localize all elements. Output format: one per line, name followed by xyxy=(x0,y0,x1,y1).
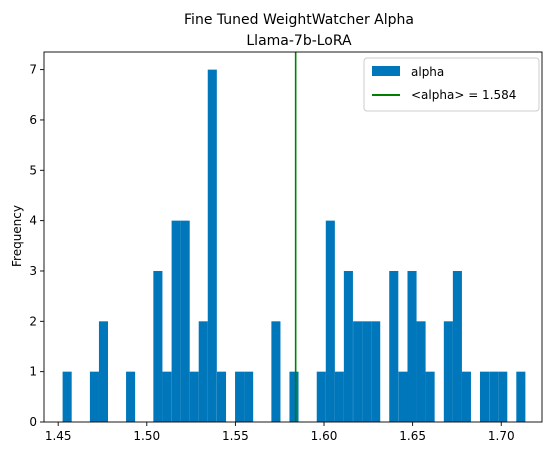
histogram-bar xyxy=(62,371,72,422)
y-tick-label: 0 xyxy=(29,415,37,429)
y-axis-label: Frequency xyxy=(10,205,24,267)
y-tick-label: 2 xyxy=(29,314,37,328)
histogram-bar xyxy=(516,371,526,422)
histogram-bar xyxy=(425,371,435,422)
histogram-bar xyxy=(479,371,490,422)
histogram-bar xyxy=(371,321,381,422)
chart-title: Fine Tuned WeightWatcher Alpha xyxy=(184,12,414,28)
histogram-bar xyxy=(198,321,208,422)
x-tick-label: 1.70 xyxy=(488,429,515,443)
x-tick-label: 1.45 xyxy=(45,429,72,443)
histogram-bar xyxy=(461,371,471,422)
histogram-bar xyxy=(443,321,453,422)
legend-box xyxy=(363,57,540,112)
histogram-bar xyxy=(389,270,399,422)
legend-alpha-swatch xyxy=(372,66,400,76)
histogram-bar xyxy=(452,270,462,422)
histogram-bar xyxy=(216,371,227,422)
y-tick-label: 6 xyxy=(29,113,37,127)
histogram-bar xyxy=(89,371,99,422)
chart-subtitle: Llama-7b-LoRA xyxy=(246,33,352,49)
legend-alpha-label: alpha xyxy=(411,65,444,79)
histogram-bar xyxy=(126,371,136,422)
legend: alpha <alpha> = 1.584 xyxy=(363,57,540,112)
histogram-bar xyxy=(398,371,408,422)
y-tick-label: 3 xyxy=(29,264,37,278)
histogram-bar xyxy=(353,321,363,422)
axes-layer: 1.45 1.50 1.55 1.60 1.65 1.70 0 1 2 3 4 5 6 7 xyxy=(29,51,543,443)
x-tick-label: 1.55 xyxy=(222,429,249,443)
histogram-bar xyxy=(171,220,181,422)
y-tick-label: 5 xyxy=(29,163,37,177)
histogram-bar xyxy=(362,321,372,422)
histogram-bar xyxy=(343,270,353,422)
histogram-bar xyxy=(180,220,190,422)
histogram-bar xyxy=(162,371,172,422)
x-tick-label: 1.50 xyxy=(133,429,160,443)
y-tick-label: 1 xyxy=(29,365,37,379)
x-tick-label: 1.65 xyxy=(399,429,426,443)
histogram-bar xyxy=(207,69,217,422)
bars-layer xyxy=(62,69,526,422)
histogram-bar xyxy=(235,371,245,422)
histogram-bar xyxy=(498,371,508,422)
histogram-bar xyxy=(407,270,417,422)
histogram-bar xyxy=(98,321,109,422)
x-tick-label: 1.60 xyxy=(311,429,338,443)
histogram-bar xyxy=(325,220,335,422)
legend-mean-label: <alpha> = 1.584 xyxy=(411,88,516,102)
histogram-bar xyxy=(244,371,254,422)
histogram-bar xyxy=(316,371,326,422)
histogram-bar xyxy=(489,371,499,422)
y-tick-label: 7 xyxy=(29,63,37,77)
y-tick-label: 4 xyxy=(29,214,37,228)
axes-frame xyxy=(43,51,543,423)
histogram-bar xyxy=(334,371,344,422)
histogram-bar xyxy=(153,270,163,422)
histogram-bar xyxy=(271,321,281,422)
histogram-bar xyxy=(416,321,426,422)
histogram-bar xyxy=(189,371,199,422)
histogram-bar xyxy=(289,371,299,422)
